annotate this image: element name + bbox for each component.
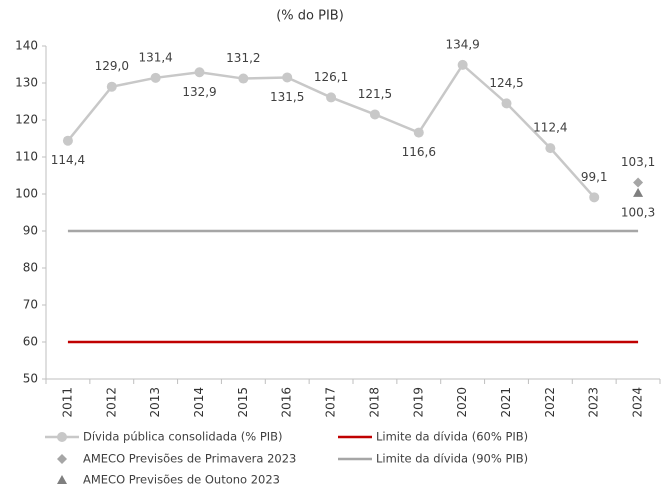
x-tick-label: 2016 [280,387,294,418]
y-tick-label: 90 [23,224,38,238]
y-tick-label: 120 [15,113,38,127]
legend-label: Limite da dívida (90% PIB) [376,452,528,466]
value-label: 100,3 [621,205,655,219]
legend-label: Limite da dívida (60% PIB) [376,430,528,444]
point [633,177,644,188]
point [413,127,424,138]
value-label: 131,5 [270,90,304,104]
chart-title: (% do PIB) [276,9,344,24]
x-tick-label: 2012 [104,387,118,418]
value-label: 124,5 [489,76,523,90]
value-label: 134,9 [445,37,479,51]
value-label: 129,0 [95,59,129,73]
value-label: 103,1 [621,155,655,169]
legend-label: AMECO Previsões de Outono 2023 [83,473,280,485]
point [501,98,512,109]
legend-label: AMECO Previsões de Primavera 2023 [83,452,296,466]
x-tick-label: 2015 [236,387,250,418]
point [282,72,293,83]
value-label: 126,1 [314,70,348,84]
y-tick-label: 140 [15,39,38,53]
point [238,73,249,84]
x-tick-label: 2020 [455,387,469,418]
point [633,187,644,197]
value-label: 114,4 [51,153,85,167]
point [369,109,380,120]
y-tick-label: 130 [15,76,38,90]
value-label: 112,4 [533,121,567,135]
legend-marker [57,454,67,464]
legend-label: Dívida pública consolidada (% PIB) [83,430,283,444]
value-label: 116,6 [402,145,436,159]
x-tick-label: 2017 [324,387,338,418]
y-tick-label: 80 [23,261,38,275]
x-tick-label: 2022 [543,387,557,418]
x-tick-label: 2018 [367,387,381,418]
point [194,67,205,78]
point [326,92,337,103]
x-tick-label: 2011 [60,387,74,418]
x-tick-label: 2021 [499,387,513,418]
point [106,81,117,92]
value-label: 131,2 [226,51,260,65]
legend-marker [57,475,67,484]
value-label: 99,1 [581,170,608,184]
y-tick-label: 110 [15,150,38,164]
y-tick-label: 70 [23,298,38,312]
x-tick-label: 2024 [631,387,645,418]
value-label: 121,5 [358,87,392,101]
x-tick-label: 2014 [192,387,206,418]
point [150,72,161,83]
value-label: 131,4 [138,50,172,64]
point [589,192,600,203]
point [62,135,73,146]
y-tick-label: 100 [15,187,38,201]
x-tick-label: 2023 [587,387,601,418]
point [545,143,556,154]
y-tick-label: 50 [23,372,38,386]
x-tick-label: 2019 [411,387,425,418]
y-tick-label: 60 [23,335,38,349]
value-label: 132,9 [182,85,216,99]
point [457,59,468,70]
x-tick-label: 2013 [148,387,162,418]
legend-marker [57,432,67,442]
